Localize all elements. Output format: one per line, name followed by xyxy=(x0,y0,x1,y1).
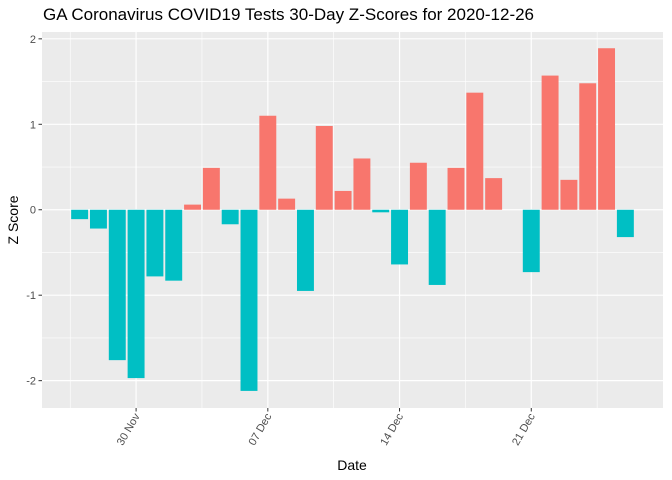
bar-2020-12-01 xyxy=(146,209,164,277)
bar-2020-12-07 xyxy=(259,115,277,210)
x-tick-label: 07 Dec xyxy=(247,411,275,448)
y-tick-label: -2 xyxy=(26,376,36,388)
x-axis-title: Date xyxy=(337,457,367,473)
x-tick-label: 21 Dec xyxy=(510,411,538,448)
x-tick-label: 14 Dec xyxy=(378,411,406,448)
y-axis: -2 -1 0 1 2 xyxy=(26,34,42,388)
bar-2020-12-12 xyxy=(353,158,371,210)
bar-2020-12-19 xyxy=(485,178,503,210)
bar-2020-12-03 xyxy=(184,204,202,210)
bar-2020-12-11 xyxy=(334,190,352,210)
bar-2020-12-26 xyxy=(616,209,634,238)
bar-2020-11-27 xyxy=(71,209,89,220)
bar-2020-12-23 xyxy=(560,179,578,210)
bar-2020-12-10 xyxy=(315,126,333,210)
bar-2020-11-30 xyxy=(127,209,145,379)
bar-2020-12-02 xyxy=(165,209,183,281)
x-axis: 30 Nov 07 Dec 14 Dec 21 Dec xyxy=(115,408,538,448)
bar-2020-12-21 xyxy=(522,209,540,273)
bar-2020-12-25 xyxy=(598,48,616,210)
bar-2020-12-16 xyxy=(428,209,446,285)
bar-2020-12-17 xyxy=(447,167,465,210)
bar-2020-12-05 xyxy=(221,209,239,225)
y-tick-label: -1 xyxy=(26,290,36,302)
plot-panel xyxy=(42,32,663,408)
bar-2020-12-13 xyxy=(372,209,390,213)
bar-2020-12-08 xyxy=(278,198,296,210)
bar-2020-12-09 xyxy=(296,209,314,291)
bars xyxy=(71,48,634,391)
bar-2020-12-15 xyxy=(409,162,427,210)
y-tick-label: 1 xyxy=(30,119,36,131)
x-tick-label: 30 Nov xyxy=(115,411,143,448)
bar-2020-12-04 xyxy=(202,167,220,210)
bar-2020-11-28 xyxy=(89,209,107,229)
y-axis-title: Z Score xyxy=(5,195,21,244)
bar-2020-11-29 xyxy=(108,209,126,361)
bar-2020-12-06 xyxy=(240,209,258,391)
bar-2020-12-14 xyxy=(391,209,409,265)
y-tick-label: 0 xyxy=(30,205,36,217)
chart-title: GA Coronavirus COVID19 Tests 30-Day Z-Sc… xyxy=(43,5,534,24)
y-tick-label: 2 xyxy=(30,34,36,46)
bar-2020-12-24 xyxy=(579,83,597,210)
bar-2020-12-18 xyxy=(466,92,484,210)
bar-2020-12-22 xyxy=(541,75,559,210)
